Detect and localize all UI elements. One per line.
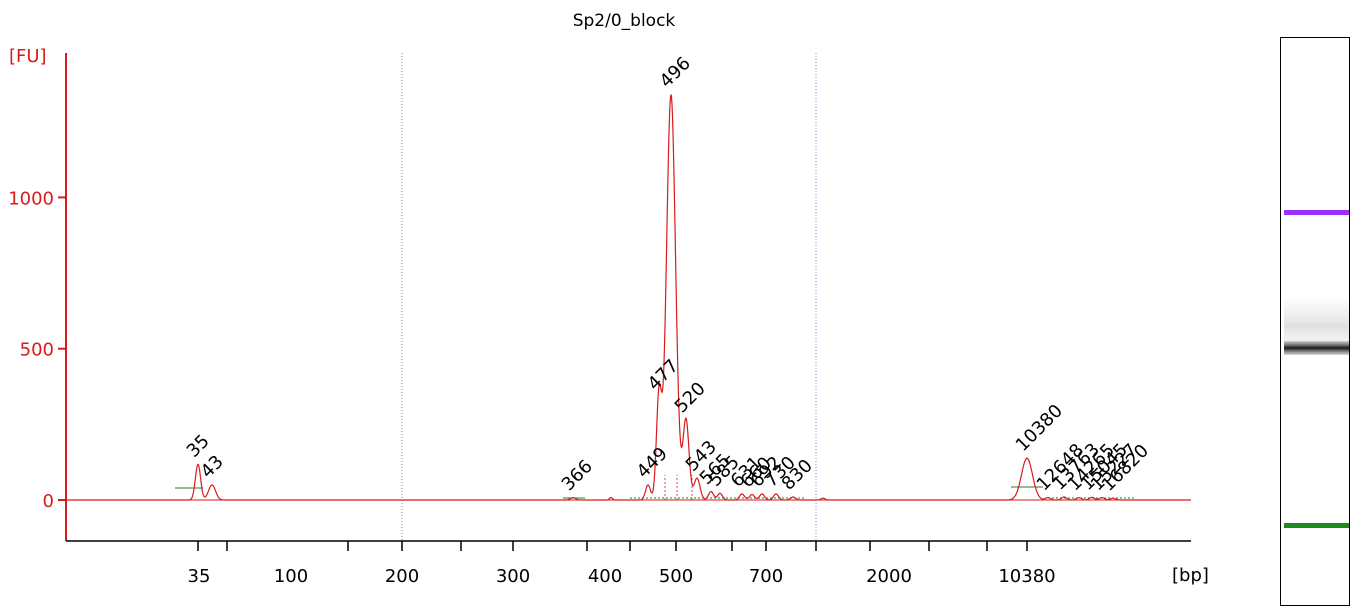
x-tick-label-2000: 2000 xyxy=(866,566,912,587)
x-tick-label-35: 35 xyxy=(188,566,211,587)
peak-label-477: 477 xyxy=(644,356,683,395)
x-tick-label-400: 400 xyxy=(588,566,622,587)
y-tick-label-1000: 1000 xyxy=(8,188,54,209)
peak-label-496: 496 xyxy=(656,53,695,92)
upper-marker-band xyxy=(1284,210,1349,215)
x-tick-label-100: 100 xyxy=(274,566,308,587)
y-tick-label-0: 0 xyxy=(43,491,54,512)
x-tick-label-700: 700 xyxy=(749,566,783,587)
x-tick-label-300: 300 xyxy=(496,566,530,587)
sample-band xyxy=(1284,341,1349,355)
x-tick-label-500: 500 xyxy=(659,566,693,587)
x-tick-label-10380: 10380 xyxy=(998,566,1055,587)
peak-label-366: 366 xyxy=(558,456,597,495)
x-axis-label: [bp] xyxy=(1172,565,1209,586)
peak-label-10380: 10380 xyxy=(1012,400,1067,455)
gel-lane xyxy=(1280,37,1350,606)
lower-marker-band xyxy=(1284,523,1349,528)
x-tick-label-200: 200 xyxy=(385,566,419,587)
signal-trace xyxy=(66,94,1191,501)
peak-label-449: 449 xyxy=(633,443,672,482)
y-axis-label: [FU] xyxy=(9,46,47,67)
chart-title: Sp2/0_block xyxy=(573,11,676,31)
peak-label-520: 520 xyxy=(671,378,710,417)
y-tick-label-500: 500 xyxy=(20,340,54,361)
